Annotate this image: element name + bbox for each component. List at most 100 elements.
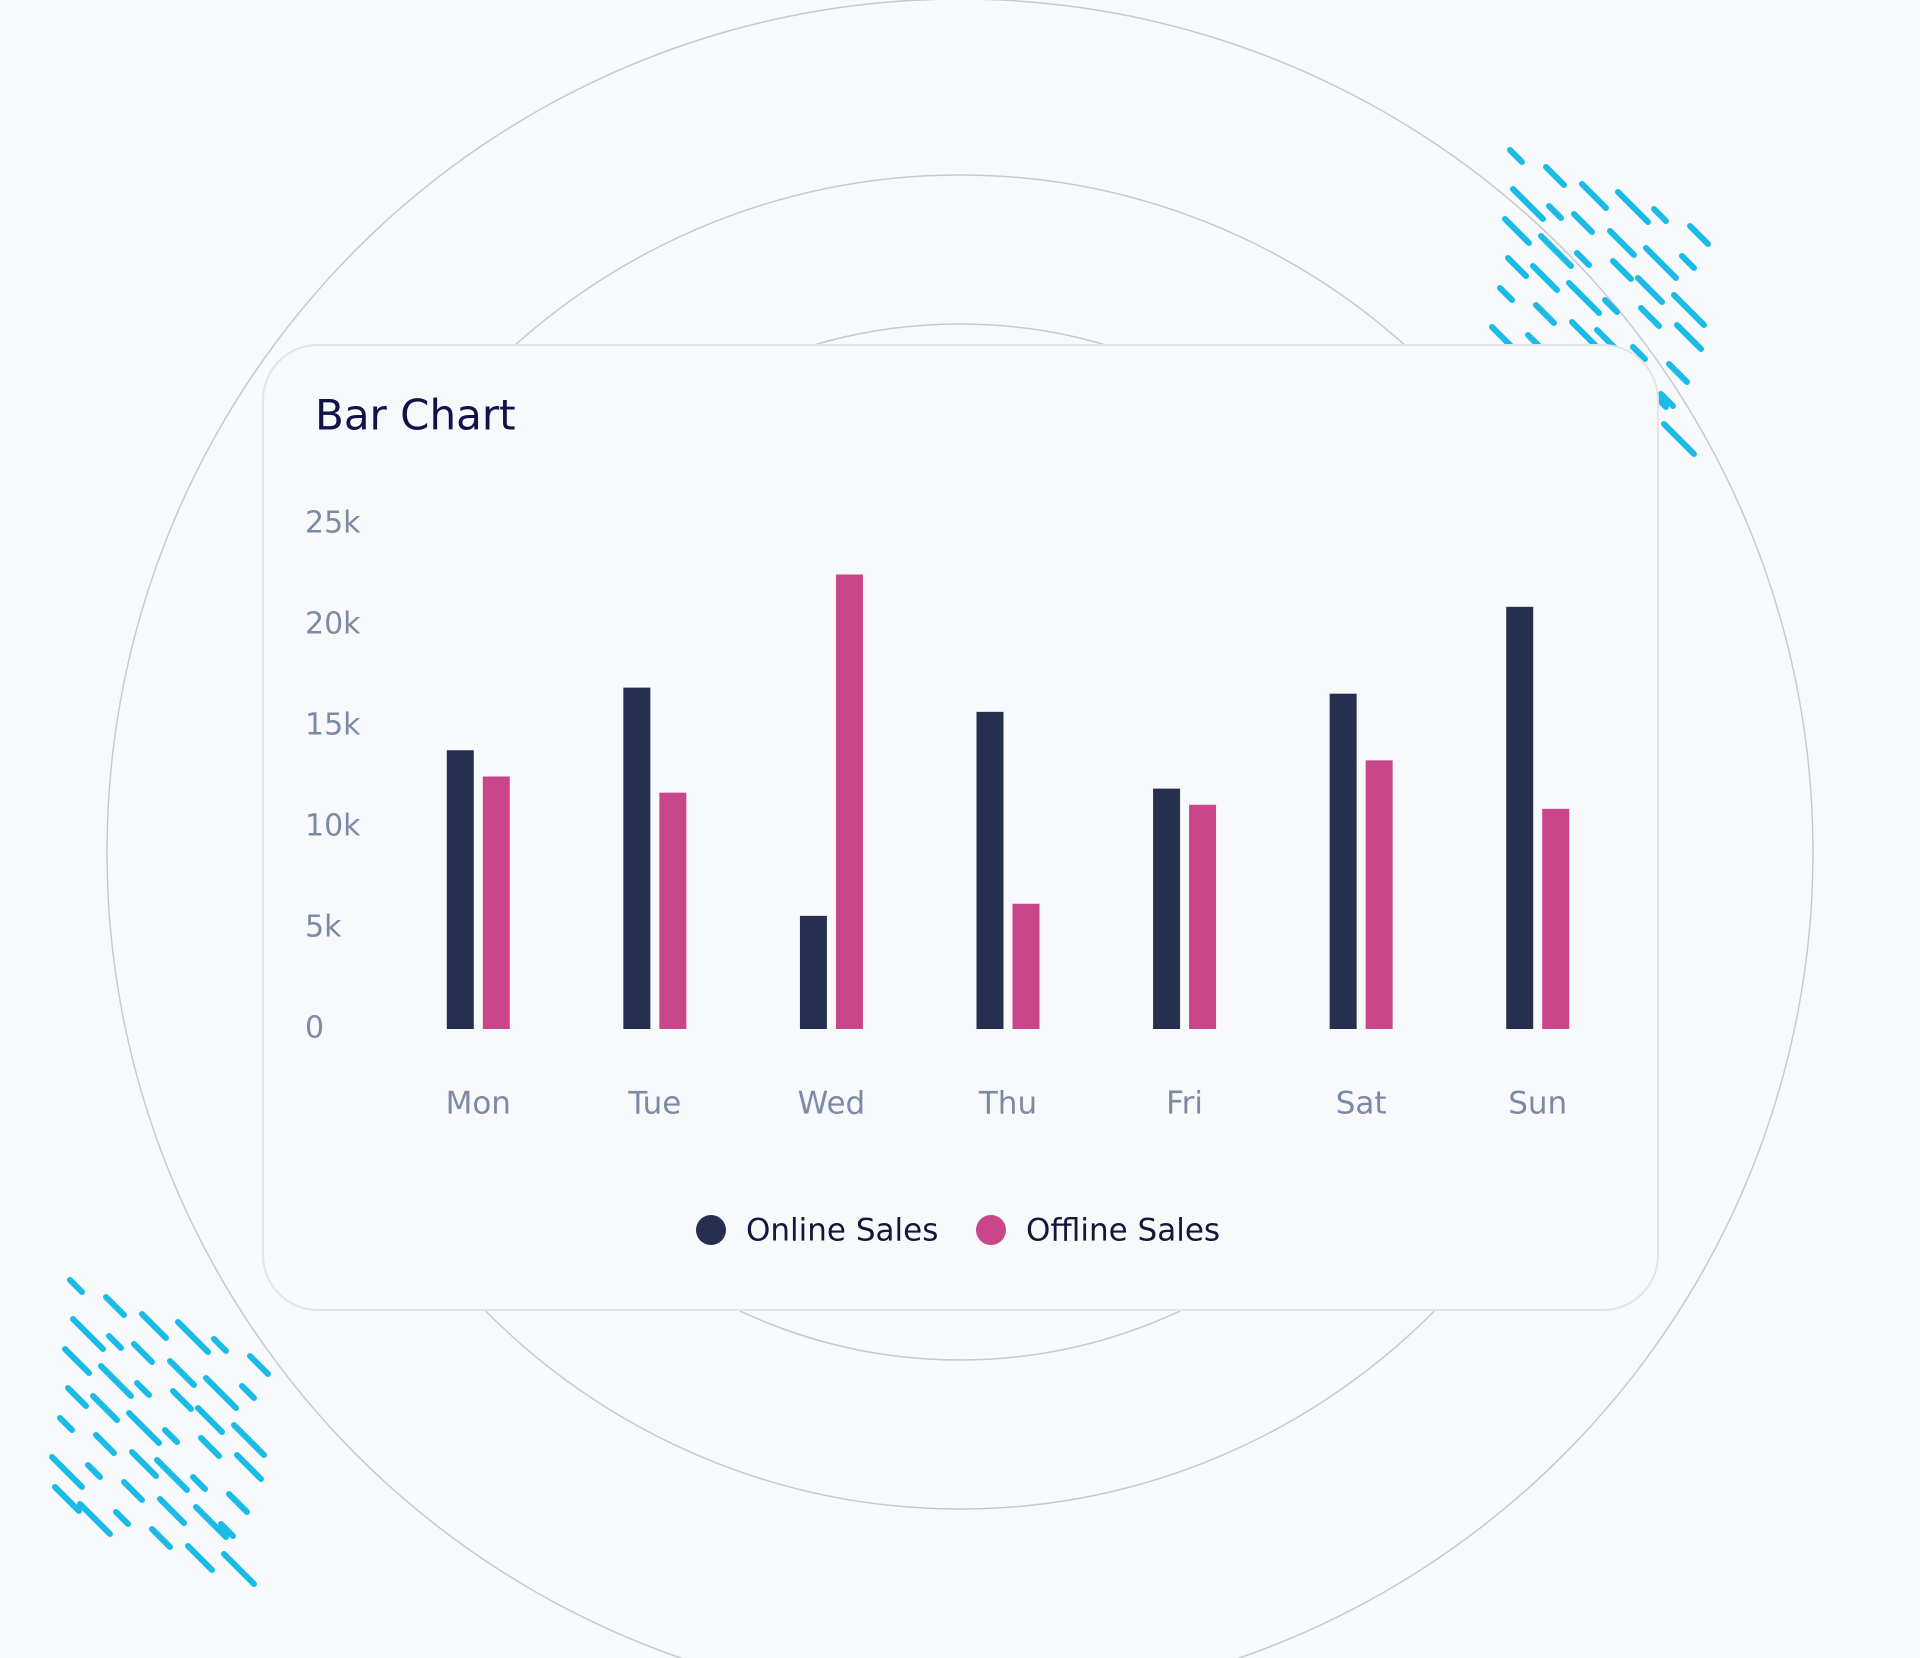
dash (103, 1294, 127, 1318)
dash (1571, 211, 1595, 235)
y-tick-label: 0 (305, 1011, 324, 1046)
dash (98, 1363, 134, 1399)
dash (193, 1504, 229, 1540)
dash (1569, 319, 1599, 349)
chart-title: Bar Chart (315, 391, 516, 440)
legend-label: Online Sales (746, 1213, 938, 1249)
dash (185, 1543, 215, 1573)
bar (799, 915, 827, 1029)
bar (482, 776, 510, 1029)
y-tick-label: 15k (305, 708, 361, 743)
dash (62, 1346, 92, 1376)
dash (226, 1491, 250, 1515)
dash (247, 1353, 271, 1377)
dash (93, 1432, 117, 1456)
y-tick-label: 20k (305, 607, 361, 642)
dash (1643, 245, 1679, 281)
bar (446, 750, 474, 1029)
bar (1153, 788, 1181, 1029)
x-tick-label: Tue (627, 1086, 681, 1122)
dash (1666, 361, 1690, 385)
bar (623, 687, 651, 1029)
dash (1510, 186, 1546, 222)
bar (1329, 693, 1357, 1029)
dash (218, 1521, 236, 1539)
dash (1497, 285, 1515, 303)
dash (1687, 223, 1711, 247)
bar (1365, 760, 1393, 1029)
dash (1530, 263, 1560, 293)
dash (1615, 189, 1651, 225)
dash (162, 1427, 180, 1445)
dash (126, 1410, 162, 1446)
bar (1506, 606, 1534, 1029)
dash (131, 1341, 155, 1365)
dash (1579, 181, 1609, 211)
dash (157, 1496, 187, 1526)
dash (1543, 164, 1567, 188)
bar (1189, 804, 1217, 1029)
bar (659, 792, 687, 1029)
dash (221, 1551, 257, 1587)
dash (190, 1474, 208, 1492)
dash (70, 1316, 106, 1352)
dash (1538, 233, 1574, 269)
card (262, 344, 1659, 1311)
dash (203, 1375, 239, 1411)
dash (1502, 216, 1532, 246)
dash (1671, 292, 1707, 328)
dash (1658, 391, 1676, 409)
dash (1574, 250, 1592, 268)
bar (976, 711, 1004, 1029)
dash (195, 1405, 225, 1435)
dash (234, 1452, 264, 1482)
dash (211, 1336, 229, 1354)
dash (1630, 344, 1648, 362)
dash (198, 1435, 222, 1459)
dash (1635, 275, 1665, 305)
dash (1679, 253, 1697, 271)
dash (1638, 305, 1662, 329)
dash (167, 1358, 197, 1388)
x-tick-label: Sun (1508, 1086, 1567, 1122)
dash (1661, 421, 1697, 457)
dash (139, 1311, 169, 1341)
x-tick-label: Wed (798, 1086, 866, 1122)
dash (1610, 258, 1634, 282)
dash (1507, 147, 1525, 165)
dash (154, 1457, 190, 1493)
dash (1505, 255, 1529, 279)
x-tick-label: Sat (1336, 1086, 1387, 1122)
dash (77, 1501, 113, 1537)
dash (106, 1333, 124, 1351)
legend-marker (696, 1215, 726, 1245)
x-tick-label: Fri (1166, 1086, 1203, 1122)
dash (85, 1462, 103, 1480)
y-tick-label: 5k (305, 910, 342, 945)
dash (121, 1479, 145, 1503)
dash (1566, 280, 1602, 316)
dash (170, 1388, 194, 1412)
ring (106, 0, 1814, 1658)
bar (835, 574, 863, 1029)
dash (175, 1319, 211, 1355)
bar (1012, 903, 1040, 1029)
dash (129, 1449, 159, 1479)
dash (1607, 228, 1637, 258)
dash (52, 1484, 82, 1514)
legend-marker (976, 1215, 1006, 1245)
y-tick-label: 10k (305, 809, 361, 844)
dash (1533, 302, 1557, 326)
dash (49, 1454, 85, 1490)
dash (90, 1393, 120, 1423)
x-tick-label: Mon (446, 1086, 511, 1122)
x-tick-label: Thu (978, 1086, 1037, 1122)
dash (113, 1509, 131, 1527)
dash (1651, 206, 1669, 224)
dash (67, 1277, 85, 1295)
y-tick-label: 25k (305, 506, 361, 541)
dash (1602, 297, 1620, 315)
dash (239, 1383, 257, 1401)
